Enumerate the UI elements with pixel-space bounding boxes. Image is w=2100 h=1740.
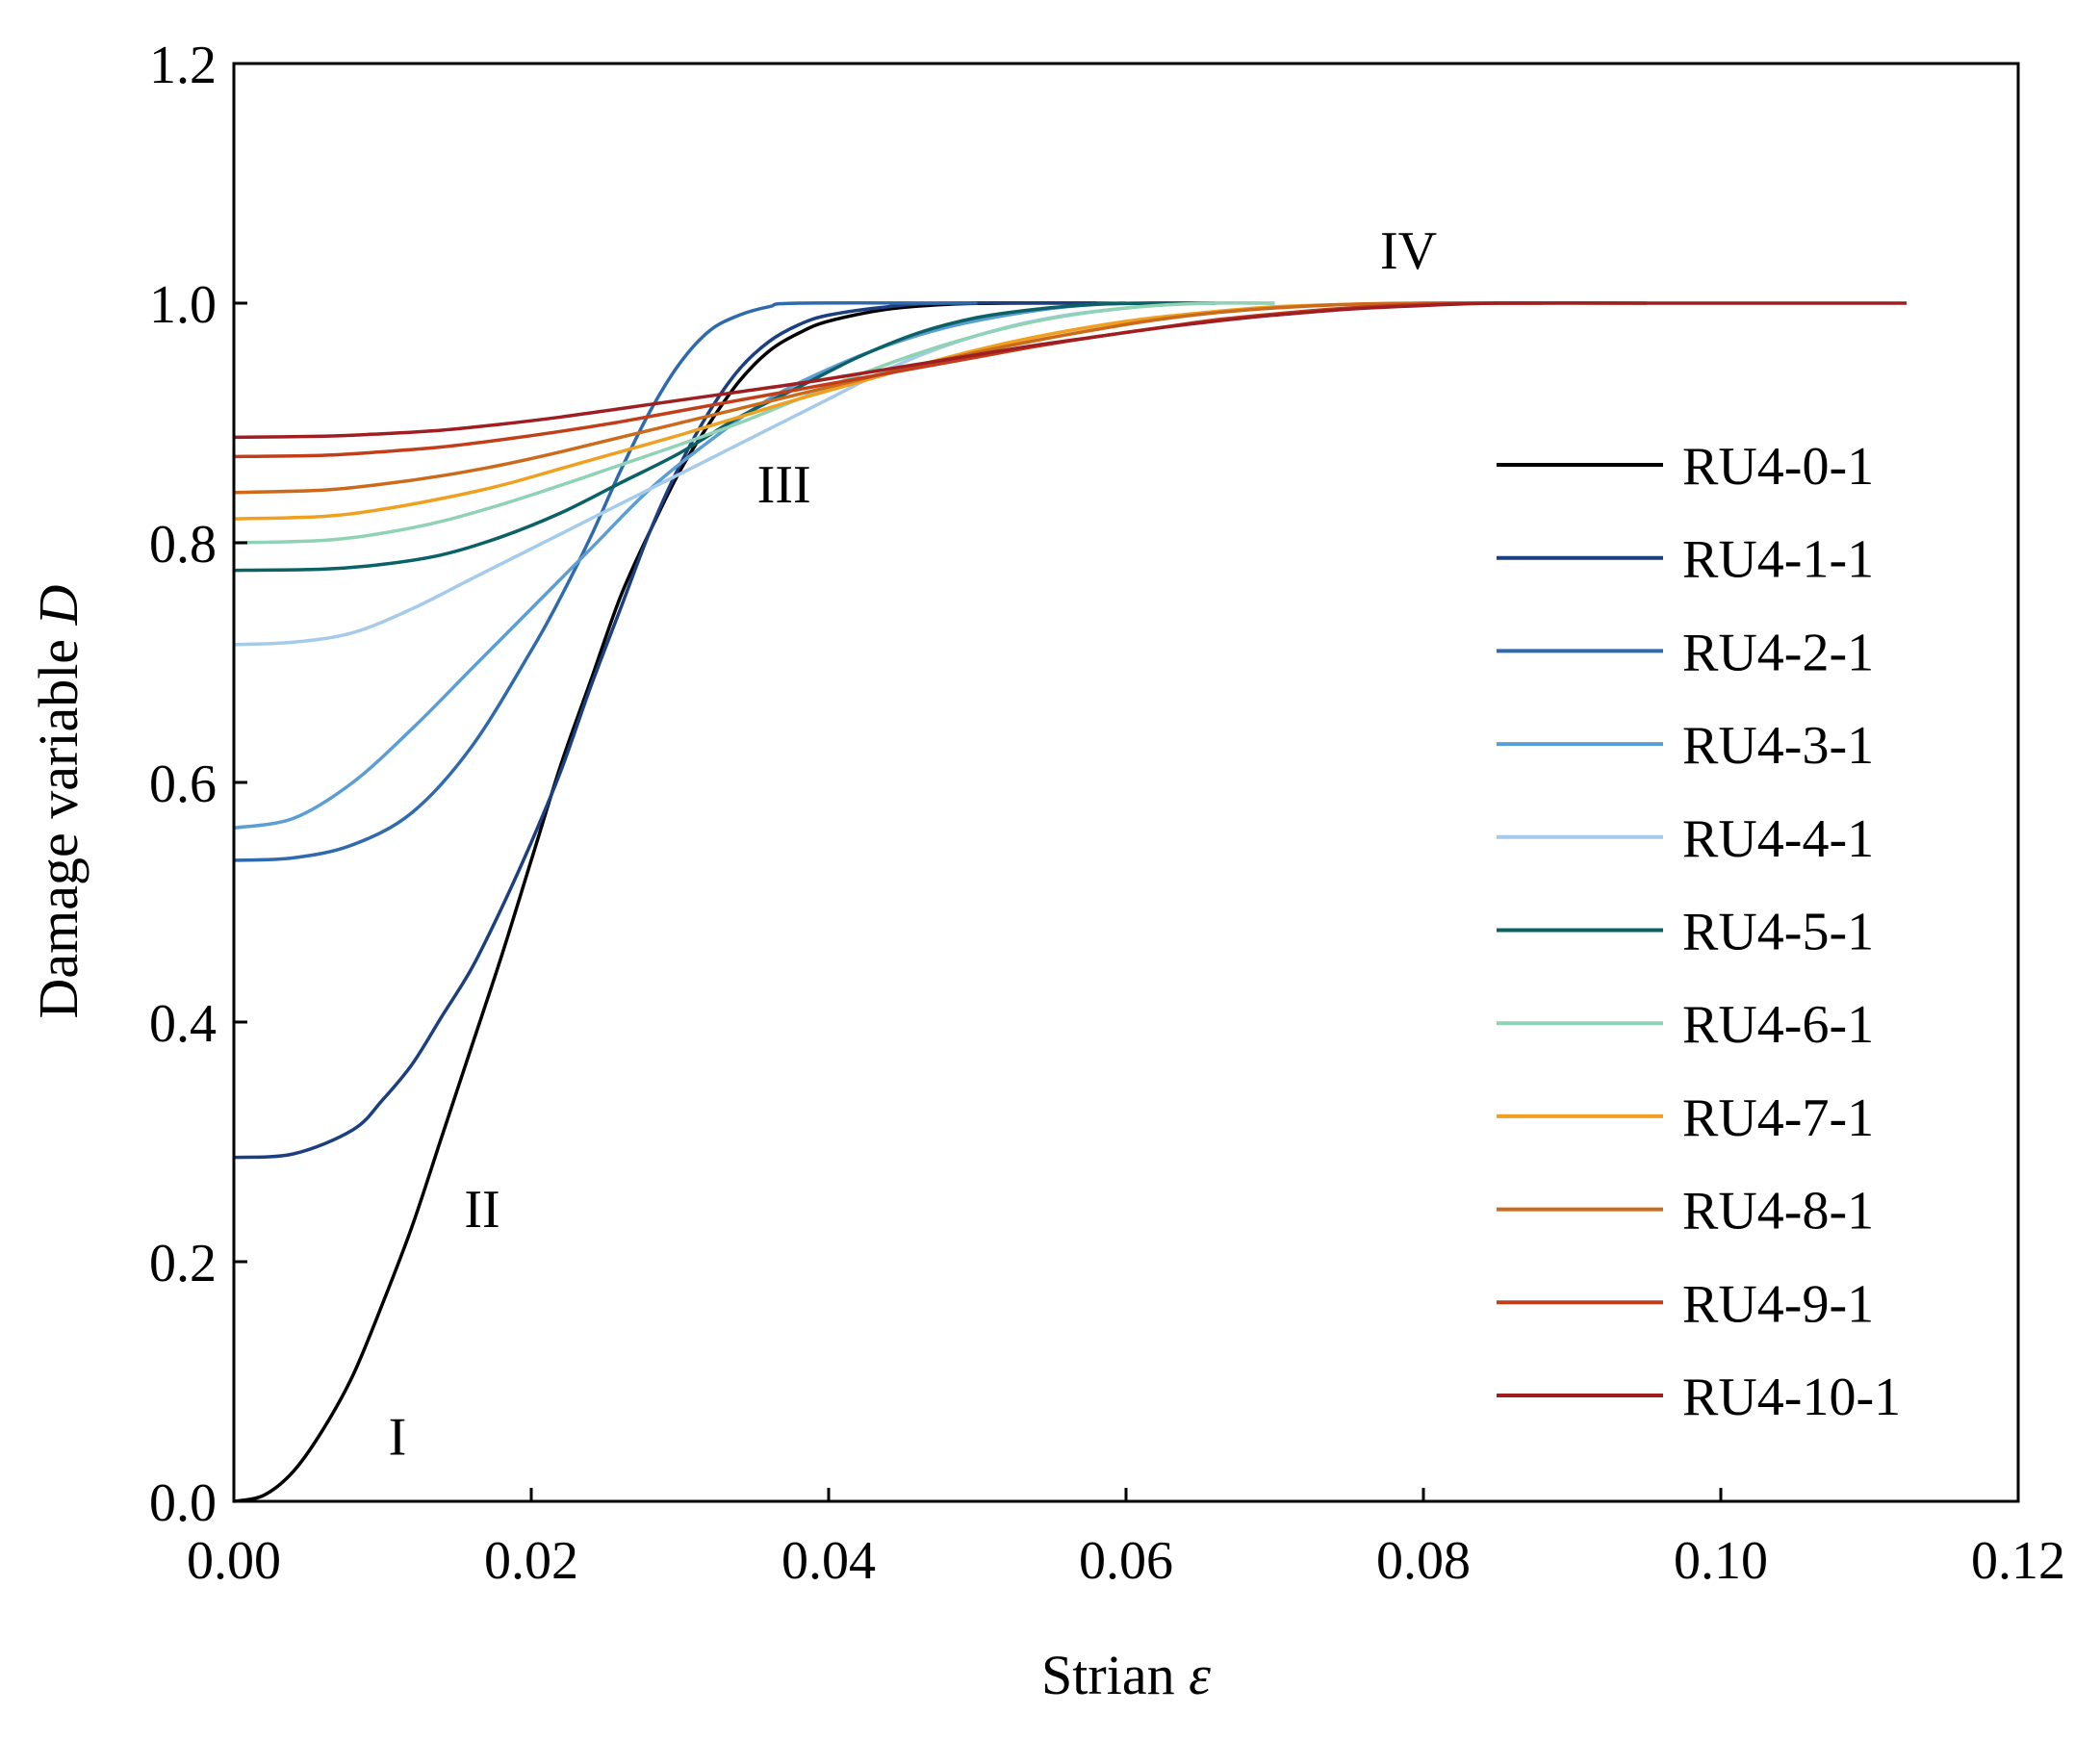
x-axis-title: Strian ε [1041,1644,1211,1706]
series-line-RU4-1-1 [233,300,1127,1160]
y-tick-label: 1.2 [149,36,217,95]
plot-lines [233,300,1908,1503]
region-label-III: III [757,455,811,515]
series-line-RU4-3-1 [233,300,1216,831]
y-tick-label: 0.6 [149,755,217,814]
region-label-I: I [389,1408,407,1468]
legend-label: RU4-1-1 [1682,530,1874,590]
x-tick-label: 0.00 [187,1531,281,1591]
x-tick-label: 0.06 [1079,1531,1173,1591]
region-label-II: II [464,1180,499,1240]
legend: RU4-0-1 RU4-1-1 RU4-2-1 RU4-3-1 RU4-4-1 RU4-5… [1497,437,1901,1427]
series-line-RU4-2-1 [233,300,978,862]
y-axis-title: Damage variable D [27,584,90,1018]
axis-ticks: 0.00 0.02 0.04 0.06 0.08 0.10 0.12 0.0 0.2 0.4 0.6… [149,36,2065,1591]
x-axis-title-text: Strian [1041,1644,1175,1706]
y-tick-label: 0.0 [149,1473,217,1533]
x-tick-label: 0.02 [484,1531,578,1591]
legend-label: RU4-3-1 [1682,716,1874,776]
legend-label: RU4-4-1 [1682,809,1874,869]
y-axis-title-text: Damage variable [27,639,90,1019]
legend-label: RU4-7-1 [1682,1088,1874,1148]
y-tick-label: 0.4 [149,994,217,1054]
legend-label: RU4-5-1 [1682,903,1874,962]
x-tick-label: 0.08 [1376,1531,1471,1591]
region-label-IV: IV [1380,221,1437,281]
series-line-RU4-10-1 [233,301,1908,440]
x-tick-label: 0.10 [1674,1531,1768,1591]
series-line-RU4-6-1 [233,301,1275,545]
y-axis-title-symbol: D [27,584,90,626]
x-axis-title-symbol: ε [1189,1644,1211,1706]
legend-label: RU4-6-1 [1682,995,1874,1055]
y-tick-label: 0.2 [149,1234,217,1293]
legend-label: RU4-9-1 [1682,1274,1874,1334]
legend-label: RU4-2-1 [1682,623,1874,682]
legend-label: RU4-10-1 [1682,1368,1901,1427]
y-tick-label: 0.8 [149,515,217,575]
y-tick-label: 1.0 [149,275,217,335]
legend-label: RU4-0-1 [1682,437,1874,497]
legend-label: RU4-8-1 [1682,1182,1874,1241]
x-tick-label: 0.12 [1971,1531,2065,1591]
series-line-RU4-0-1 [233,301,1097,1503]
x-tick-label: 0.04 [781,1531,876,1591]
